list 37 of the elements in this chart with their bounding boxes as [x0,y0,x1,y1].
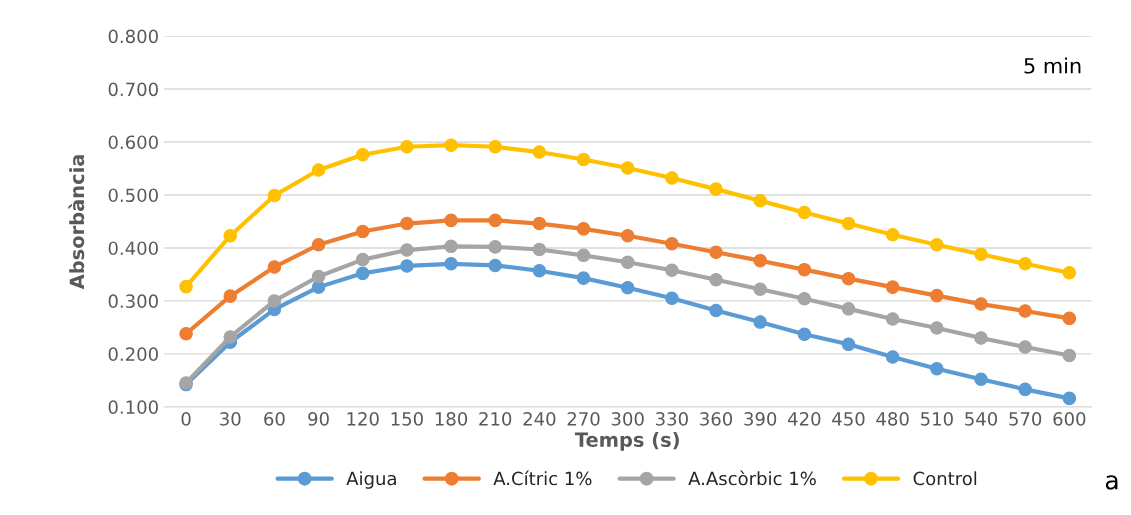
x-tick-label: 480 [876,412,909,426]
x-tick-label: 0 [181,412,191,426]
x-tick-label: 90 [308,412,329,426]
y-tick-label: 0.100 [108,400,158,414]
legend-label: A.Ascòrbic 1% [688,470,816,486]
x-tick-label: 330 [656,412,688,426]
y-tick-label: 0.400 [108,241,158,256]
x-tick-label: 270 [567,412,600,426]
x-tick-label: 210 [479,412,512,426]
x-tick-label: 450 [832,412,865,426]
y-tick-label: 0.800 [108,29,158,44]
x-tick-label: 120 [347,412,379,426]
annotation: 5 min [1024,57,1081,74]
text: a [1105,475,1118,490]
x-tick-label: 570 [1009,412,1042,426]
x-tick-label: 420 [788,412,821,426]
legend-label: A.Cítric 1% [493,470,592,486]
x-tick-label: 60 [264,412,285,426]
x-axis-title: Temps (s) [574,431,679,451]
x-tick-label: 150 [391,412,423,426]
legend-label: Control [913,471,977,486]
y-tick-label: 0.200 [108,347,158,361]
y-tick-label: 0.300 [108,294,158,309]
x-tick-label: 540 [965,412,998,426]
x-tick-label: 240 [523,412,556,426]
x-tick-label: 360 [700,412,733,426]
y-tick-label: 0.600 [108,135,158,150]
y-tick-label: 0.700 [108,82,158,97]
legend-label: Aigua [346,471,396,489]
x-tick-label: 390 [744,412,777,426]
x-tick-label: 180 [435,412,468,426]
y-axis-title: Absorbància [68,155,85,290]
x-tick-label: 300 [611,412,644,426]
x-tick-label: 30 [220,412,241,426]
x-tick-label: 510 [921,412,953,426]
x-tick-label: 600 [1053,412,1086,426]
y-tick-label: 0.500 [108,188,158,203]
